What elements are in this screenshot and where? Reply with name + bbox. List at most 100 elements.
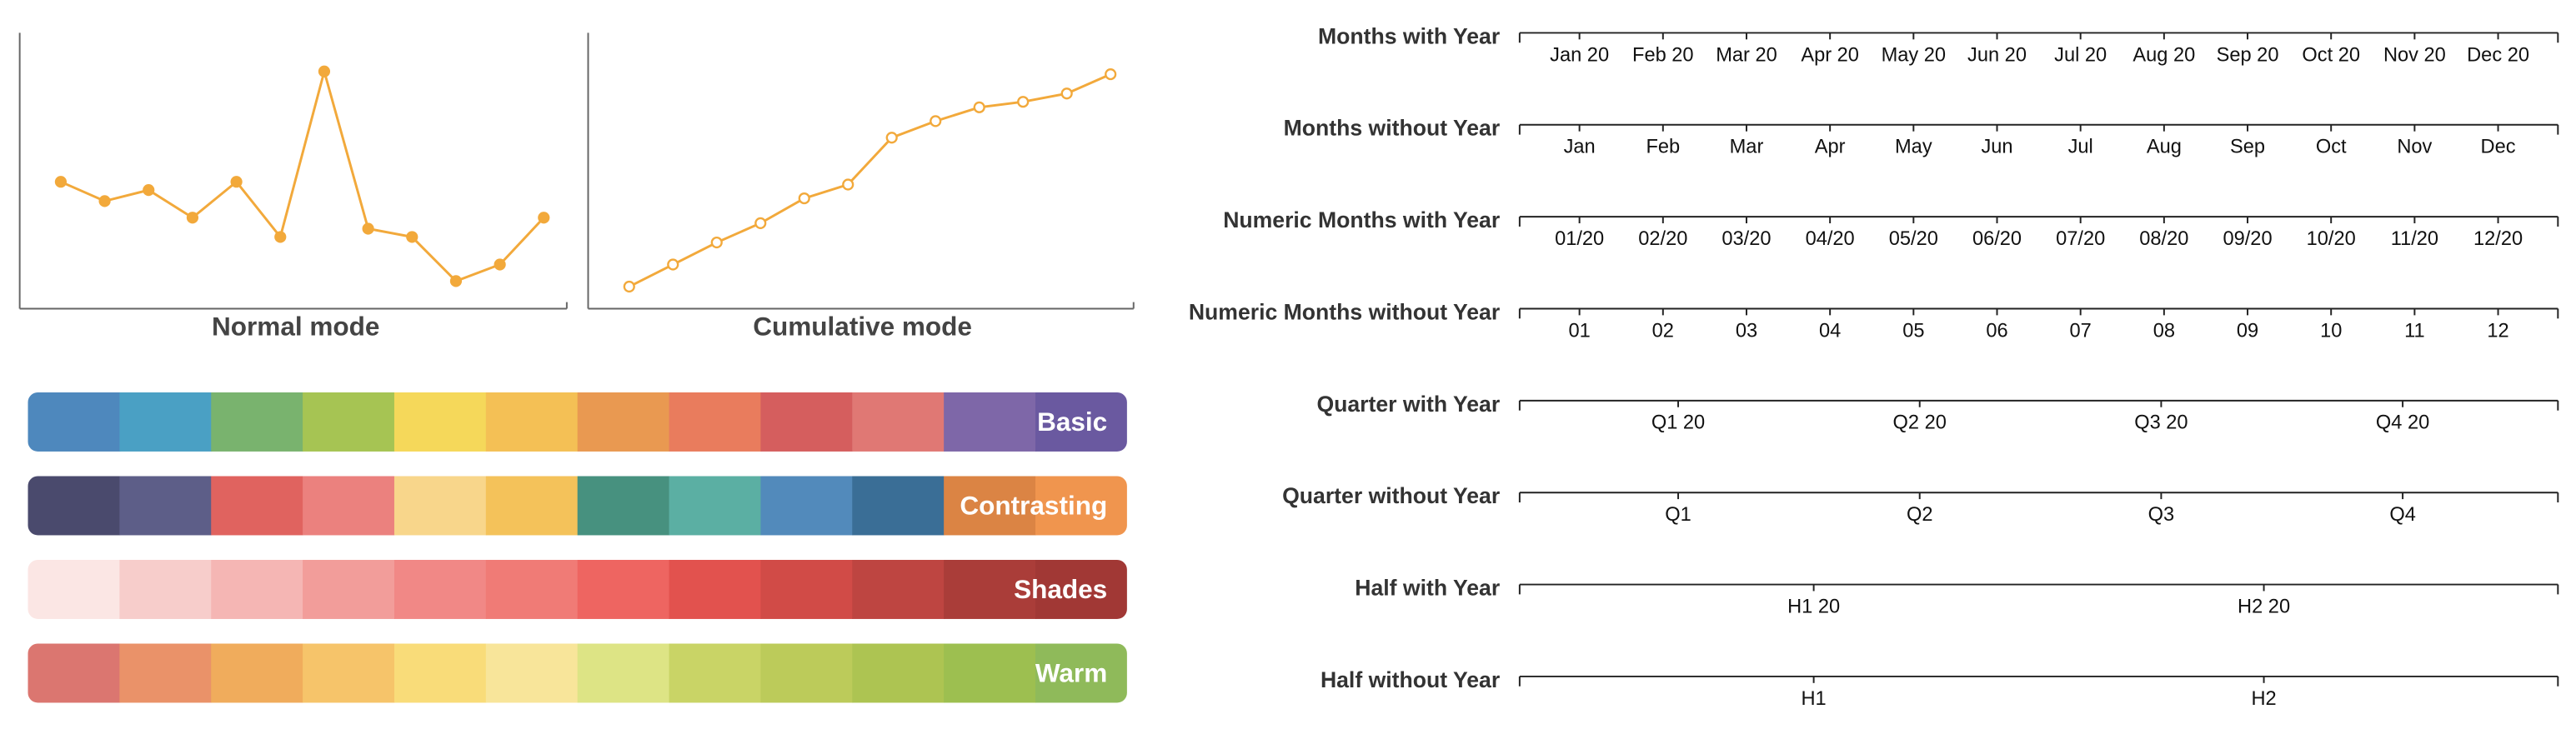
swatch [944, 560, 1036, 619]
tick-label: 03 [1736, 320, 1757, 342]
tick-label: Dec [2481, 137, 2516, 158]
swatch [944, 476, 1036, 536]
point [1105, 67, 1117, 81]
tick-label: H1 [1802, 688, 1827, 710]
point [98, 195, 111, 207]
axis-label: Numeric Months without Year [1189, 299, 1500, 324]
tick-label: 01/20 [1555, 228, 1604, 250]
palette [28, 392, 1127, 452]
swatch [944, 643, 1036, 703]
swatch [852, 392, 945, 452]
tick-label: 11 [2404, 320, 2425, 342]
swatch [485, 643, 579, 703]
tick-label: Aug 20 [2132, 44, 2195, 66]
tick-label: 12 [2487, 320, 2508, 342]
tick-label: Q2 [1907, 504, 1933, 526]
tick-label: 04 [1819, 320, 1841, 342]
axis-label: Half without Year [1321, 667, 1500, 692]
swatch [1035, 476, 1127, 536]
tick-label: H2 [2251, 688, 2276, 710]
swatch [577, 643, 670, 703]
palette-name: Contrasting [960, 490, 1107, 520]
swatch [485, 560, 579, 619]
swatch [577, 392, 670, 452]
axis-label: Numeric Months with Year [1223, 207, 1500, 232]
swatch [211, 392, 304, 452]
palette [28, 560, 1127, 619]
swatch [760, 643, 854, 703]
tick-label: Oct 20 [2302, 44, 2360, 66]
palette-name: Basic [1037, 407, 1107, 437]
point [538, 212, 550, 224]
point [798, 192, 810, 205]
tick-label: Q1 20 [1651, 412, 1705, 434]
swatch [1035, 643, 1127, 703]
tick-label: 10/20 [2307, 228, 2356, 250]
chart-title: Normal mode [212, 311, 379, 341]
tick-label: 02 [1652, 320, 1674, 342]
tick-label: Q2 20 [1893, 412, 1947, 434]
tick-label: 09/20 [2223, 228, 2272, 250]
tick-label: 07 [2070, 320, 2092, 342]
swatch [1035, 560, 1127, 619]
tick-label: Q4 [2389, 504, 2416, 526]
tick-label: Jul [2068, 137, 2093, 158]
tick-label: 05/20 [1889, 228, 1938, 250]
swatch [119, 643, 213, 703]
tick-label: Jun 20 [1967, 44, 2027, 66]
tick-label: May [1895, 137, 1932, 158]
tick-label: 02/20 [1638, 228, 1687, 250]
point [406, 231, 418, 243]
tick-label: Apr [1815, 137, 1846, 158]
tick-label: Jan [1564, 137, 1596, 158]
point [710, 236, 723, 249]
swatch [1035, 392, 1127, 452]
swatch [211, 560, 304, 619]
point [274, 231, 287, 243]
tick-label: May 20 [1882, 44, 1946, 66]
tick-label: 01 [1568, 320, 1590, 342]
swatch [852, 560, 945, 619]
swatch [485, 392, 579, 452]
point [318, 65, 331, 77]
tick-label: 08/20 [2139, 228, 2188, 250]
tick-label: 06/20 [1972, 228, 2022, 250]
swatch [669, 392, 762, 452]
palette [28, 476, 1127, 536]
tick-label: 07/20 [2056, 228, 2105, 250]
swatch [669, 560, 762, 619]
point [623, 280, 635, 293]
tick-label: Oct [2316, 137, 2347, 158]
tick-label: 05 [1902, 320, 1924, 342]
tick-label: H1 20 [1787, 596, 1840, 617]
swatch [852, 476, 945, 536]
point [494, 258, 506, 271]
point [885, 132, 898, 144]
swatch [760, 560, 854, 619]
tick-label: Jul 20 [2054, 44, 2107, 66]
tick-label: 12/20 [2473, 228, 2523, 250]
tick-label: Nov 20 [2383, 44, 2446, 66]
point [930, 115, 942, 127]
tick-label: 09 [2237, 320, 2258, 342]
swatch [760, 476, 854, 536]
axis-label: Quarter with Year [1316, 392, 1500, 417]
swatch [485, 476, 579, 536]
swatch [577, 560, 670, 619]
axis-label: Half with Year [1355, 576, 1500, 601]
tick-label: Jan 20 [1550, 44, 1609, 66]
point [1060, 87, 1073, 100]
swatch [944, 392, 1036, 452]
swatch [393, 560, 487, 619]
tick-label: Sep 20 [2217, 44, 2279, 66]
tick-label: 06 [1986, 320, 2007, 342]
swatch [28, 560, 121, 619]
tick-label: 04/20 [1806, 228, 1855, 250]
swatch [393, 476, 487, 536]
tick-label: Mar [1730, 137, 1764, 158]
swatch [577, 476, 670, 536]
tick-label: Feb [1646, 137, 1680, 158]
point [362, 222, 374, 235]
swatch [669, 643, 762, 703]
